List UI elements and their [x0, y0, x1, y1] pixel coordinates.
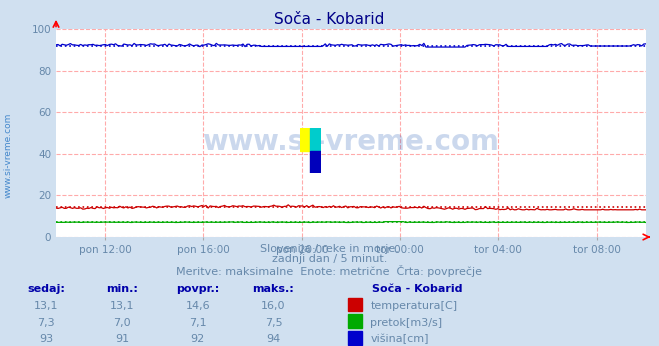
Text: višina[cm]: višina[cm] [370, 334, 429, 344]
Text: 16,0: 16,0 [261, 301, 286, 311]
Text: 94: 94 [266, 334, 281, 344]
Bar [310, 151, 321, 173]
Text: Slovenija / reke in morje.: Slovenija / reke in morje. [260, 244, 399, 254]
Text: Meritve: maksimalne  Enote: metrične  Črta: povprečje: Meritve: maksimalne Enote: metrične Črta… [177, 265, 482, 277]
Text: 7,5: 7,5 [265, 318, 282, 328]
Text: pretok[m3/s]: pretok[m3/s] [370, 318, 442, 328]
Text: 7,1: 7,1 [189, 318, 206, 328]
Text: 92: 92 [190, 334, 205, 344]
Bar [310, 128, 321, 151]
Text: www.si-vreme.com: www.si-vreme.com [3, 113, 13, 198]
Bar [300, 128, 310, 151]
Text: 91: 91 [115, 334, 129, 344]
Text: Soča - Kobarid: Soča - Kobarid [372, 284, 463, 294]
Text: 13,1: 13,1 [34, 301, 59, 311]
Text: maks.:: maks.: [252, 284, 295, 294]
Text: 7,3: 7,3 [38, 318, 55, 328]
Text: 14,6: 14,6 [185, 301, 210, 311]
Text: 13,1: 13,1 [109, 301, 134, 311]
Text: sedaj:: sedaj: [27, 284, 65, 294]
Text: www.si-vreme.com: www.si-vreme.com [202, 128, 500, 155]
Text: 7,0: 7,0 [113, 318, 130, 328]
Text: Soča - Kobarid: Soča - Kobarid [274, 12, 385, 27]
Text: temperatura[C]: temperatura[C] [370, 301, 457, 311]
Text: 93: 93 [39, 334, 53, 344]
Text: povpr.:: povpr.: [176, 284, 219, 294]
Text: zadnji dan / 5 minut.: zadnji dan / 5 minut. [272, 254, 387, 264]
Text: min.:: min.: [106, 284, 138, 294]
